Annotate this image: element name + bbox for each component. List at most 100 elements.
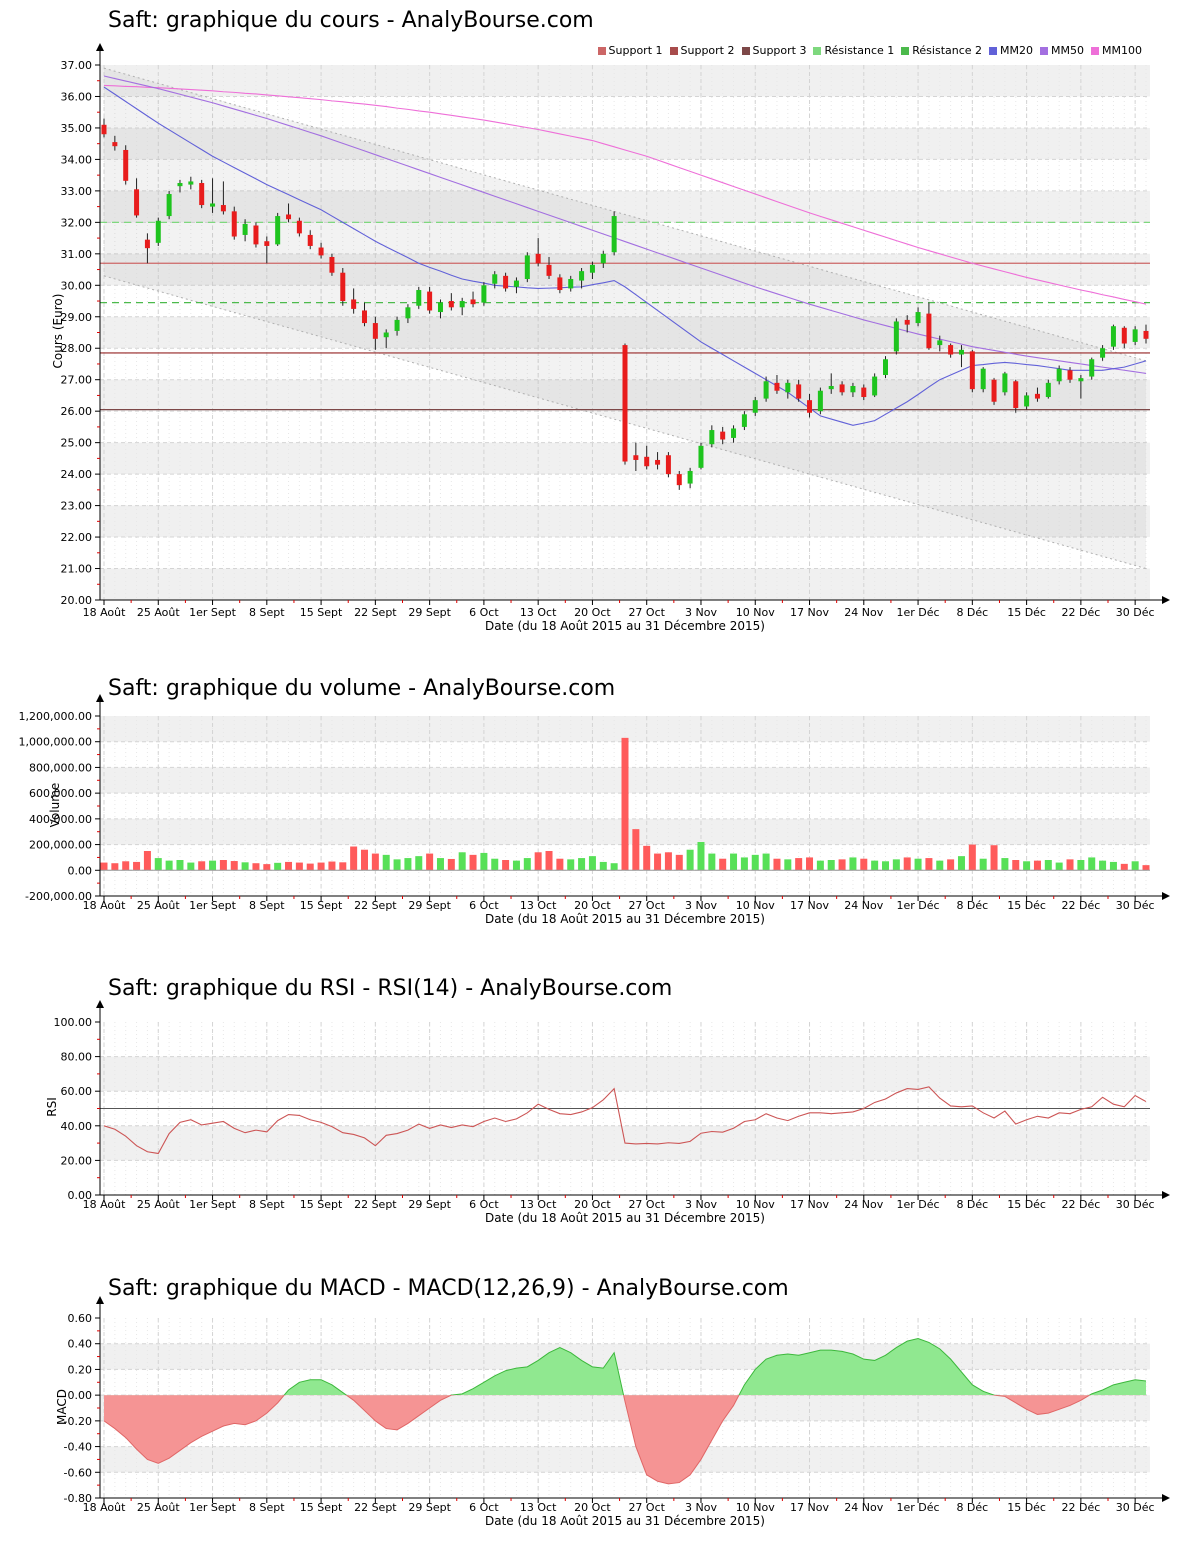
x-axis-arrow	[1162, 1191, 1170, 1199]
legend-item: MM20	[989, 44, 1033, 57]
svg-text:8 Sept: 8 Sept	[249, 1198, 285, 1211]
svg-text:-0.80: -0.80	[64, 1492, 92, 1505]
svg-text:25 Août: 25 Août	[137, 606, 181, 619]
mm50-line	[103, 75, 1147, 374]
rsi-line	[103, 1086, 1147, 1155]
macd-area	[103, 1338, 1147, 1485]
svg-text:22 Déc: 22 Déc	[1061, 606, 1100, 619]
svg-text:15 Déc: 15 Déc	[1007, 606, 1046, 619]
svg-text:1er Sept: 1er Sept	[189, 606, 237, 619]
svg-text:18 Août: 18 Août	[83, 606, 127, 619]
svg-text:1er Sept: 1er Sept	[189, 1501, 237, 1514]
svg-text:22 Déc: 22 Déc	[1061, 1198, 1100, 1211]
svg-text:17 Nov: 17 Nov	[790, 1198, 829, 1211]
volume-bars	[100, 737, 1150, 871]
svg-text:34.00: 34.00	[61, 153, 93, 166]
svg-text:3 Nov: 3 Nov	[685, 1501, 717, 1514]
legend-swatch	[741, 46, 750, 55]
legend-item: Résistance 1	[813, 44, 894, 57]
svg-text:15 Déc: 15 Déc	[1007, 1198, 1046, 1211]
legend-item: Support 1	[597, 44, 663, 57]
volume-x-axis-title: Date (du 18 Août 2015 au 31 Décembre 201…	[485, 912, 765, 926]
svg-text:30 Déc: 30 Déc	[1116, 1198, 1155, 1211]
svg-text:13 Oct: 13 Oct	[520, 1501, 557, 1514]
legend-label: MM100	[1102, 44, 1142, 57]
mm100-line	[103, 84, 1147, 305]
price-chart-legend: Support 1 Support 2 Support 3 Résistance 1 R…	[540, 44, 1142, 57]
svg-text:13 Oct: 13 Oct	[520, 1198, 557, 1211]
svg-text:23.00: 23.00	[61, 500, 93, 513]
y-axis-arrow	[96, 43, 104, 51]
svg-text:29 Sept: 29 Sept	[408, 1198, 451, 1211]
legend-label: Support 3	[752, 44, 807, 57]
y-axis-arrow	[96, 694, 104, 702]
svg-text:22.00: 22.00	[61, 531, 93, 544]
legend-swatch	[597, 46, 606, 55]
svg-text:22 Déc: 22 Déc	[1061, 1501, 1100, 1514]
macd-chart-title: Saft: graphique du MACD - MACD(12,26,9) …	[108, 1276, 789, 1301]
svg-text:36.00: 36.00	[61, 90, 93, 103]
svg-text:35.00: 35.00	[61, 122, 93, 135]
x-axis-arrow	[1162, 892, 1170, 900]
price-chart-title: Saft: graphique du cours - AnalyBourse.c…	[108, 8, 594, 33]
price-x-axis-title: Date (du 18 Août 2015 au 31 Décembre 201…	[485, 619, 765, 633]
svg-text:24 Nov: 24 Nov	[844, 606, 883, 619]
svg-text:13 Oct: 13 Oct	[520, 899, 557, 912]
svg-text:15 Déc: 15 Déc	[1007, 1501, 1046, 1514]
svg-text:200,000.00: 200,000.00	[29, 839, 92, 852]
macd-axes: -0.80 -0.60 -0.40 -0.20 0.00 0.20 0.40 0.60 18 A…	[64, 1296, 1170, 1514]
svg-text:24 Nov: 24 Nov	[844, 1198, 883, 1211]
svg-text:27.00: 27.00	[61, 374, 93, 387]
svg-text:31.00: 31.00	[61, 248, 93, 261]
svg-text:6 Oct: 6 Oct	[469, 899, 499, 912]
svg-text:17 Nov: 17 Nov	[790, 899, 829, 912]
svg-text:27 Oct: 27 Oct	[628, 1198, 665, 1211]
legend-swatch	[669, 46, 678, 55]
svg-text:17 Nov: 17 Nov	[790, 1501, 829, 1514]
svg-text:-0.20: -0.20	[64, 1415, 92, 1428]
svg-text:80.00: 80.00	[61, 1051, 93, 1064]
price-axes: 20.00 21.00 22.00 23.00 24.00 25.00 26.00 27.00…	[61, 43, 1170, 619]
svg-text:1er Sept: 1er Sept	[189, 899, 237, 912]
legend-swatch	[1091, 46, 1100, 55]
svg-text:8 Sept: 8 Sept	[249, 606, 285, 619]
svg-text:18 Août: 18 Août	[83, 1198, 127, 1211]
svg-text:8 Déc: 8 Déc	[956, 899, 988, 912]
svg-text:22 Déc: 22 Déc	[1061, 899, 1100, 912]
legend-label: Support 2	[680, 44, 735, 57]
svg-text:15 Sept: 15 Sept	[300, 606, 343, 619]
svg-text:20 Oct: 20 Oct	[574, 1501, 611, 1514]
svg-text:30 Déc: 30 Déc	[1116, 1501, 1155, 1514]
svg-text:10 Nov: 10 Nov	[736, 606, 775, 619]
svg-text:25.00: 25.00	[61, 437, 93, 450]
svg-text:25 Août: 25 Août	[137, 1198, 181, 1211]
svg-text:1,000,000.00: 1,000,000.00	[19, 736, 92, 749]
macd-y-axis-label: MACD	[55, 1389, 69, 1425]
svg-text:-0.60: -0.60	[64, 1466, 92, 1479]
rsi-y-axis-label: RSI	[45, 1097, 59, 1117]
svg-text:29 Sept: 29 Sept	[408, 1501, 451, 1514]
svg-text:27 Oct: 27 Oct	[628, 606, 665, 619]
svg-text:24 Nov: 24 Nov	[844, 899, 883, 912]
svg-text:15 Sept: 15 Sept	[300, 1501, 343, 1514]
svg-text:15 Sept: 15 Sept	[300, 1198, 343, 1211]
svg-text:0.00: 0.00	[68, 1189, 93, 1202]
svg-text:0.00: 0.00	[68, 864, 93, 877]
svg-text:22 Sept: 22 Sept	[354, 1198, 397, 1211]
svg-text:22 Sept: 22 Sept	[354, 899, 397, 912]
svg-text:27 Oct: 27 Oct	[628, 1501, 665, 1514]
x-axis-arrow	[1162, 1494, 1170, 1502]
svg-text:15 Sept: 15 Sept	[300, 899, 343, 912]
svg-text:17 Nov: 17 Nov	[790, 606, 829, 619]
y-axis-arrow	[96, 1000, 104, 1008]
svg-text:18 Août: 18 Août	[83, 899, 127, 912]
legend-swatch	[1040, 46, 1049, 55]
macd-plot: -0.80 -0.60 -0.40 -0.20 0.00 0.20 0.40 0.60 18 A…	[64, 1296, 1170, 1514]
price-plot: 20.00 21.00 22.00 23.00 24.00 25.00 26.00 27.00…	[61, 43, 1170, 619]
legend-item: MM100	[1091, 44, 1142, 57]
legend-label: Support 1	[608, 44, 663, 57]
svg-text:22 Sept: 22 Sept	[354, 1501, 397, 1514]
regression-channel	[104, 68, 1146, 569]
svg-text:24 Nov: 24 Nov	[844, 1501, 883, 1514]
